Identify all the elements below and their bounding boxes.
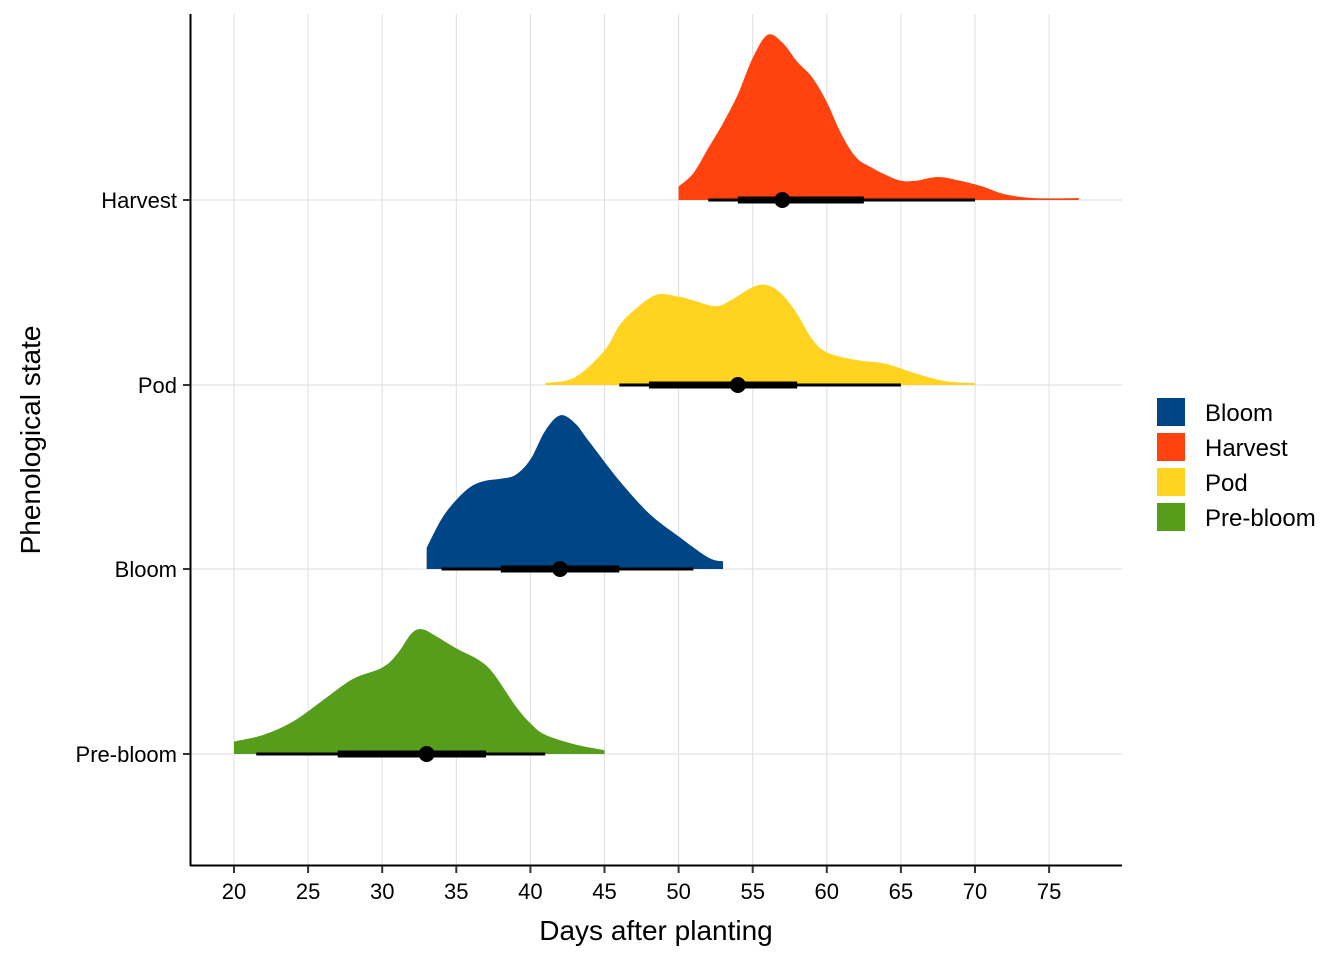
x-tick-label: 25: [296, 879, 320, 904]
x-tick-label: 20: [222, 879, 246, 904]
legend-label-harvest: Harvest: [1205, 435, 1288, 462]
x-tick-label: 60: [815, 879, 839, 904]
ridge-pod: [545, 284, 975, 393]
legend-swatch-pre-bloom: [1157, 503, 1185, 531]
x-tick-label: 45: [592, 879, 616, 904]
ridge-pre-bloom: [234, 629, 605, 762]
density-area-harvest: [678, 34, 1079, 201]
x-tick-label: 40: [518, 879, 542, 904]
ridges: [234, 34, 1079, 762]
y-axis-title: Phenological state: [15, 326, 46, 555]
y-tick-label: Pre-bloom: [76, 742, 177, 767]
x-tick-label: 30: [370, 879, 394, 904]
density-area-pod: [545, 284, 975, 385]
median-point: [418, 746, 435, 762]
x-tick-label: 50: [666, 879, 690, 904]
y-ticks: Pre-bloom Bloom Pod Harvest: [76, 188, 190, 767]
legend-label-pre-bloom: Pre-bloom: [1205, 505, 1316, 532]
legend: Bloom Harvest Pod Pre-bloom: [1157, 398, 1316, 532]
x-tick-label: 70: [963, 879, 987, 904]
legend-label-bloom: Bloom: [1205, 400, 1273, 427]
ridge-bloom: [426, 415, 724, 577]
median-point: [729, 377, 746, 393]
x-tick-label: 65: [889, 879, 913, 904]
legend-swatch-pod: [1157, 468, 1185, 496]
ridge-harvest: [678, 34, 1079, 208]
legend-label-pod: Pod: [1205, 470, 1248, 497]
x-tick-label: 35: [444, 879, 468, 904]
x-tick-label: 75: [1037, 879, 1061, 904]
y-tick-label: Pod: [138, 373, 177, 398]
legend-swatch-harvest: [1157, 433, 1185, 461]
median-point: [552, 561, 569, 577]
x-tick-label: 55: [740, 879, 764, 904]
density-area-pre-bloom: [234, 629, 605, 754]
x-axis-title: Days after planting: [539, 915, 772, 946]
axes: [189, 14, 1122, 867]
legend-swatch-bloom: [1157, 398, 1185, 426]
density-area-bloom: [426, 415, 724, 569]
y-tick-label: Bloom: [115, 557, 177, 582]
x-ticks: 20 25 30 35 40 45 50 55 60 65 70 75: [222, 866, 1061, 904]
y-tick-label: Harvest: [101, 188, 177, 213]
median-point: [774, 192, 791, 208]
